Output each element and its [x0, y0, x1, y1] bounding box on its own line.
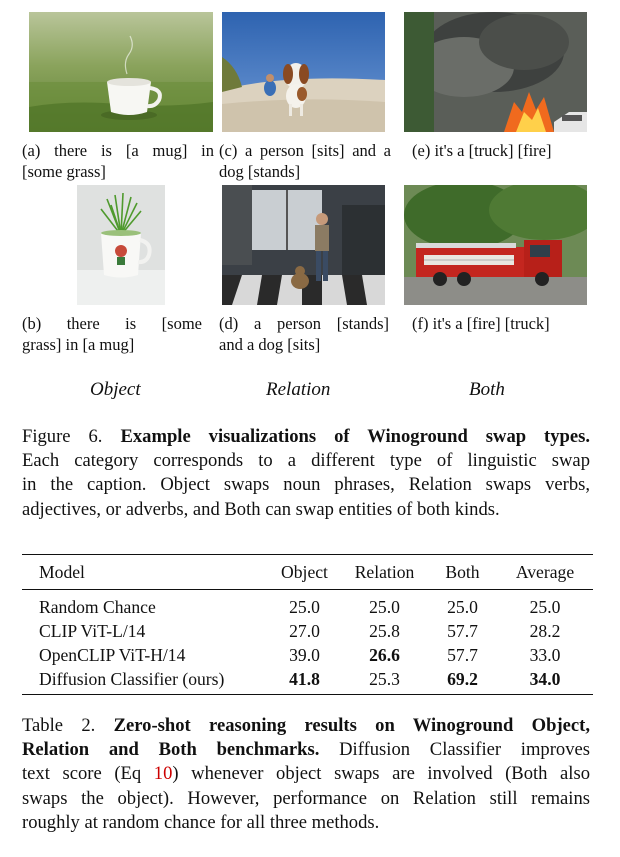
header-average: Average: [515, 561, 575, 582]
cell-object: 25.0: [289, 596, 320, 617]
table-caption-title-1: Zero-shot reasoning results on Winogroun…: [113, 715, 591, 736]
caption-a-line1: (a) there is [a mug] in: [22, 141, 214, 160]
table-row: CLIP ViT-L/14 27.0 25.8 57.7 28.2: [22, 619, 593, 643]
figure-caption-label: Figure 6.: [22, 426, 103, 447]
cell-average-best: 34.0: [529, 668, 561, 689]
table-caption: Table 2. Zero-shot reasoning results on …: [22, 714, 590, 835]
caption-c: (c) a person [sits] and a dog [stands]: [219, 140, 391, 182]
caption-e: (e) it's a [truck] [fire]: [412, 140, 587, 161]
figure-caption-title: Example visualizations of Winoground swa…: [120, 426, 591, 447]
caption-d: (d) a person [stands] and a dog [sits]: [219, 313, 389, 355]
image-truck-fire: [404, 12, 587, 132]
figure-caption-line: Each category corresponds to a different…: [22, 450, 590, 472]
image-fire-truck: [404, 185, 587, 305]
table-row: OpenCLIP ViT-H/14 39.0 26.6 57.7 33.0: [22, 643, 593, 667]
caption-b-line2: grass] in [a mug]: [22, 335, 135, 354]
results-table: Model Object Relation Both Average Rando…: [22, 555, 593, 691]
caption-e-line1: (e) it's a [truck] [fire]: [412, 141, 552, 160]
header-relation: Relation: [354, 561, 415, 582]
header-both: Both: [445, 561, 480, 582]
image-mug-in-grass: [29, 12, 213, 132]
cell-both-best: 69.2: [447, 668, 478, 689]
cell-model: Random Chance: [39, 596, 156, 617]
cell-both: 69.2: [428, 667, 497, 691]
table-caption-line: roughly at random chance for all three m…: [22, 811, 380, 833]
cell-average: 25.0: [529, 596, 561, 617]
category-relation: Relation: [266, 379, 331, 400]
equation-reference-link[interactable]: 10: [153, 763, 173, 785]
caption-a: (a) there is [a mug] in [some grass]: [22, 140, 214, 182]
figure-caption-line: in the caption. Object swaps noun phrase…: [22, 474, 590, 496]
caption-d-line2: and a dog [sits]: [219, 335, 321, 354]
cell-average: 33.0: [529, 644, 561, 665]
cell-model: Diffusion Classifier (ours): [39, 668, 225, 689]
table-rule-bottom: [22, 694, 593, 695]
cell-relation: 25.3: [369, 668, 400, 689]
image-person-sits-dog-stands: [222, 12, 385, 132]
category-object: Object: [90, 379, 141, 400]
caption-c-line1: (c) a person [sits] and a: [219, 141, 391, 160]
table-header-row: Model Object Relation Both Average: [22, 555, 593, 589]
table-caption-text: ) whenever object swaps are involved (Bo…: [172, 763, 591, 785]
caption-b: (b) there is [some grass] in [a mug]: [22, 313, 202, 355]
cell-relation-best: 26.6: [369, 644, 400, 665]
table-row: Diffusion Classifier (ours) 41.8 25.3 69…: [22, 667, 593, 691]
cell-model: CLIP ViT-L/14: [39, 620, 146, 641]
cell-both: 57.7: [447, 620, 478, 641]
cell-average: 28.2: [529, 620, 561, 641]
table-caption-text: text score (Eq: [22, 763, 154, 785]
cell-relation: 25.0: [369, 596, 400, 617]
caption-c-line2: dog [stands]: [219, 162, 301, 181]
cell-both: 25.0: [447, 596, 478, 617]
image-person-stands-dog-sits: [222, 185, 385, 305]
table-caption-label: Table 2.: [22, 715, 96, 736]
caption-b-line1: (b) there is [some: [22, 314, 202, 333]
cell-relation: 26.6: [341, 643, 428, 667]
cell-object-best: 41.8: [289, 668, 320, 689]
cell-both: 57.7: [447, 644, 478, 665]
table-rule-mid: [22, 589, 593, 590]
category-both: Both: [469, 379, 505, 400]
table-row: Random Chance 25.0 25.0 25.0 25.0: [22, 589, 593, 619]
image-grass-in-mug: [77, 185, 165, 305]
table-caption-text: Diffusion Classifier improves: [319, 739, 590, 761]
caption-f: (f) it's a [fire] [truck]: [412, 313, 587, 334]
figure-caption-line: adjectives, or adverbs, and Both can swa…: [22, 498, 500, 520]
cell-average: 34.0: [497, 667, 593, 691]
caption-d-line1: (d) a person [stands]: [219, 314, 389, 333]
header-model: Model: [39, 561, 85, 582]
cell-object: 27.0: [289, 620, 320, 641]
header-object: Object: [281, 561, 328, 582]
caption-f-line1: (f) it's a [fire] [truck]: [412, 314, 550, 333]
cell-model: OpenCLIP ViT-H/14: [39, 644, 186, 665]
figure-caption: Figure 6. Example visualizations of Wino…: [22, 425, 590, 522]
cell-object: 39.0: [289, 644, 320, 665]
table-caption-line: swaps the object). However, performance …: [22, 787, 590, 809]
caption-a-line2: [some grass]: [22, 162, 106, 181]
cell-object: 41.8: [268, 667, 341, 691]
cell-relation: 25.8: [369, 620, 400, 641]
table-rule-top: [22, 554, 593, 555]
table-caption-title-2: Relation and Both benchmarks.: [22, 739, 320, 761]
